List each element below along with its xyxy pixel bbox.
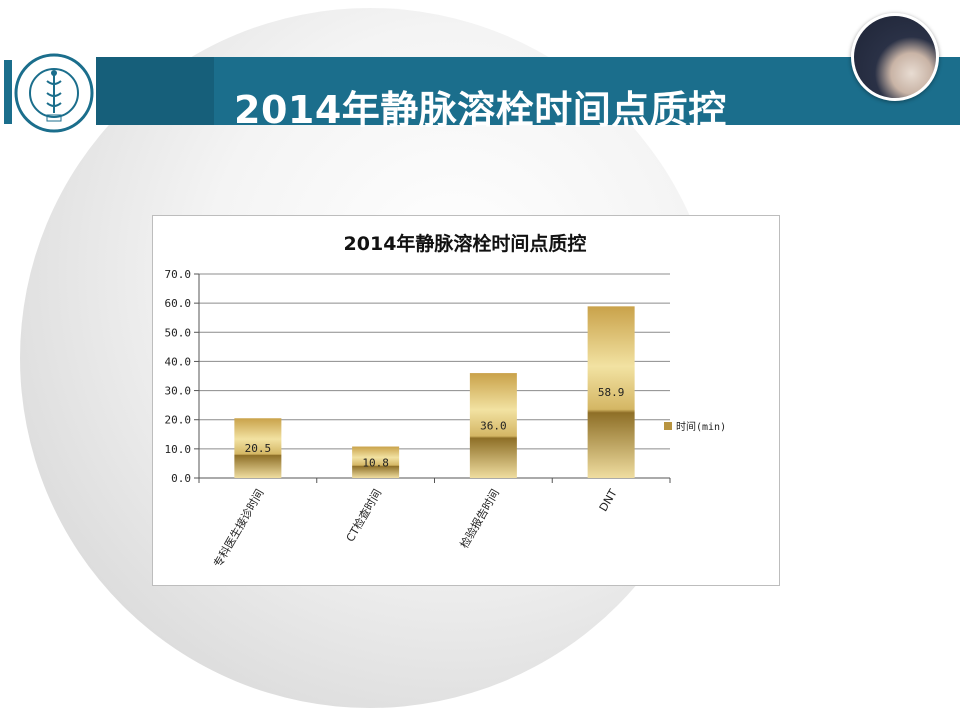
title-bar <box>96 57 960 125</box>
title-bar-accent <box>96 57 214 125</box>
y-tick-label: 0.0 <box>171 472 191 485</box>
category-label: DNT <box>597 487 620 514</box>
data-label: 20.5 <box>245 442 272 455</box>
doctor-photo <box>851 13 939 101</box>
y-tick-label: 70.0 <box>165 268 192 281</box>
y-tick-label: 60.0 <box>165 297 192 310</box>
axes: 0.0 10.0 20.0 30.0 40.0 50.0 60.0 70.0 <box>165 268 671 485</box>
category-label: 专科医生接诊时间 <box>210 487 266 570</box>
hospital-logo <box>14 53 94 133</box>
category-label: 检验报告时间 <box>457 487 502 551</box>
data-label: 10.8 <box>362 456 389 469</box>
chart-panel: 2014年静脉溶栓时间点质控 0.0 10.0 20.0 30.0 40.0 50.0 60… <box>152 215 780 586</box>
data-label: 58.9 <box>598 386 625 399</box>
category-label: CT检查时间 <box>343 487 384 545</box>
bars <box>234 306 635 478</box>
data-label: 36.0 <box>480 420 507 433</box>
y-tick-label: 20.0 <box>165 414 192 427</box>
y-tick-label: 10.0 <box>165 443 192 456</box>
legend-label: 时间(min) <box>676 420 726 433</box>
y-tick-label: 50.0 <box>165 326 192 339</box>
slide-title: 2014年静脉溶栓时间点质控 <box>234 88 727 132</box>
y-tick-label: 40.0 <box>165 355 192 368</box>
y-tick-label: 30.0 <box>165 385 192 398</box>
legend-swatch <box>664 422 672 430</box>
legend: 时间(min) <box>664 420 726 433</box>
bar <box>469 373 517 478</box>
bar <box>352 446 400 478</box>
bar <box>234 418 282 478</box>
bar-chart: 2014年静脉溶栓时间点质控 0.0 10.0 20.0 30.0 40.0 50.0 60… <box>165 232 727 570</box>
left-accent-bar <box>4 60 12 124</box>
chart-title: 2014年静脉溶栓时间点质控 <box>344 232 587 255</box>
bar <box>587 306 635 478</box>
